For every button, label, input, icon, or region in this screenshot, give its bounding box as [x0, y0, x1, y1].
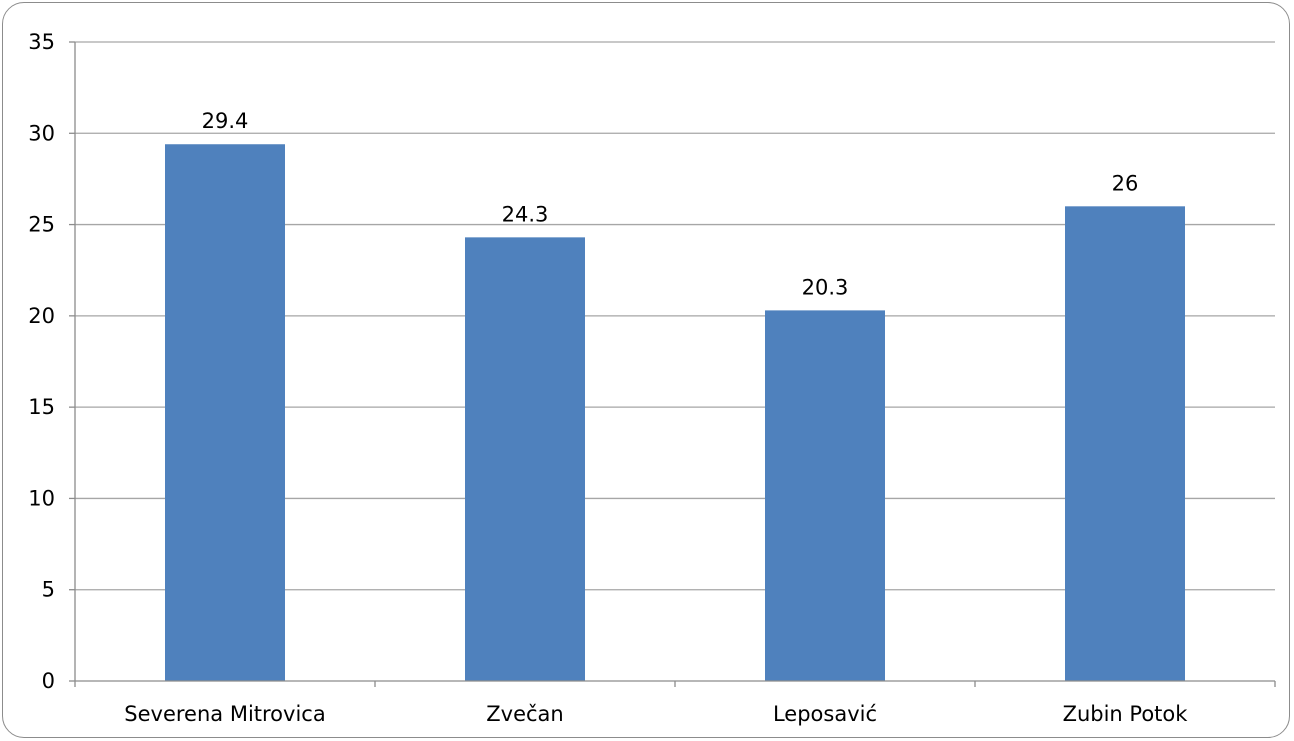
- y-tick-label: 35: [28, 30, 55, 54]
- bar-1: [465, 237, 585, 681]
- category-label: Severena Mitrovica: [124, 702, 325, 726]
- bar-3: [1065, 206, 1185, 682]
- bar-0: [165, 144, 285, 682]
- y-tick-label: 15: [28, 395, 55, 419]
- y-tick-label: 5: [42, 578, 55, 602]
- data-label: 29.4: [202, 109, 249, 133]
- y-tick-label: 25: [28, 213, 55, 237]
- data-label: 20.3: [802, 275, 849, 299]
- axes: [69, 41, 1276, 687]
- data-label: 24.3: [502, 202, 549, 226]
- y-tick-label: 0: [42, 669, 55, 693]
- category-label: Zvečan: [486, 702, 563, 726]
- data-label: 26: [1112, 171, 1139, 195]
- y-tick-label: 20: [28, 304, 55, 328]
- y-tick-label: 30: [28, 121, 55, 145]
- labels: 0 5 10 15 20 25 30 35 29.4 Severena Mitrovica 24.3…: [28, 30, 1188, 726]
- bar-2: [765, 310, 885, 681]
- y-tick-label: 10: [28, 486, 55, 510]
- category-label: Zubin Potok: [1063, 702, 1189, 726]
- category-label: Leposavić: [773, 702, 877, 726]
- bars: [165, 144, 1185, 682]
